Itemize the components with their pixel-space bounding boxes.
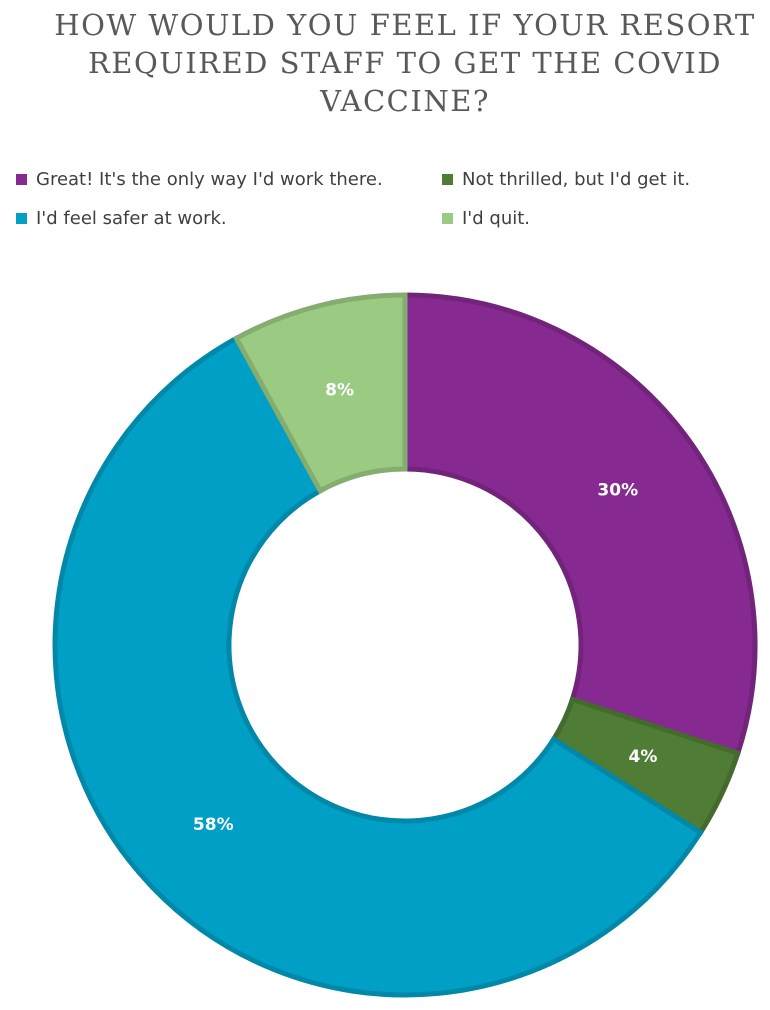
legend-label-not-thrilled: Not thrilled, but I'd get it. [462,169,691,190]
slice-label-quit: 8% [325,380,354,400]
legend-label-safer: I'd feel safer at work. [36,208,227,229]
legend: Great! It's the only way I'd work there.… [12,165,762,235]
legend-item-great: Great! It's the only way I'd work there. [16,169,383,190]
legend-swatch-safer [16,213,27,224]
slice-label-safer: 58% [193,815,234,835]
legend-label-quit: I'd quit. [462,208,531,229]
chart-title: HOW WOULD YOU FEEL IF YOUR RESORT REQUIR… [54,8,756,118]
legend-item-safer: I'd feel safer at work. [16,208,227,229]
legend-item-quit: I'd quit. [442,208,530,229]
slice-label-not-thrilled: 4% [629,747,658,767]
legend-swatch-quit [442,213,453,224]
donut-slice-great [402,292,758,757]
slice-label-great: 30% [597,480,638,500]
legend-item-not-thrilled: Not thrilled, but I'd get it. [442,169,690,190]
legend-swatch-great [16,174,27,185]
donut-slice-safer [52,334,704,998]
legend-label-great: Great! It's the only way I'd work there. [36,169,383,190]
legend-swatch-not-thrilled [442,174,453,185]
donut-slice-quit [232,292,408,495]
